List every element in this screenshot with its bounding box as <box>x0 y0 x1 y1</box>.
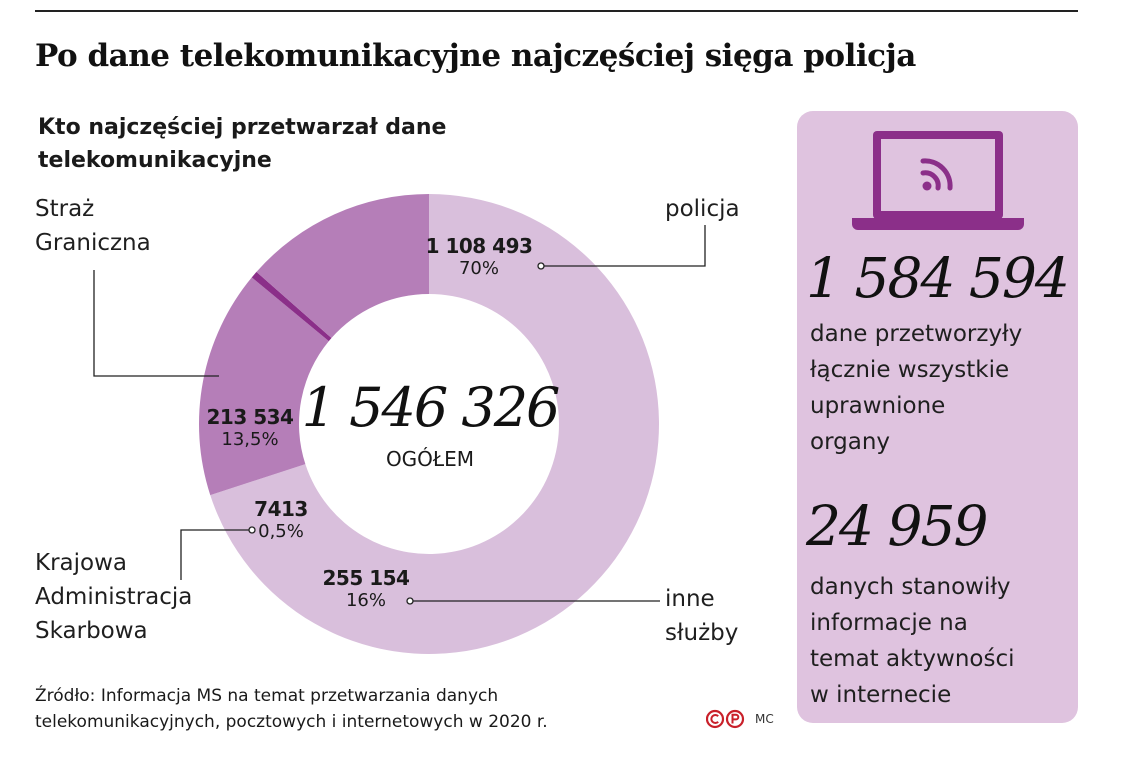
stat1-value: 1 584 594 <box>806 246 1070 310</box>
value-policja-number: 1 108 493 <box>425 234 533 258</box>
leader-straz <box>93 270 219 377</box>
stat2-line2: informacje na <box>810 610 968 636</box>
leader-kas <box>180 529 252 580</box>
stat1-line4: organy <box>810 429 891 455</box>
value-policja-percent: 70% <box>458 258 499 279</box>
total-label: OGÓŁEM <box>385 447 475 471</box>
stat1-line3: uprawnione <box>810 393 946 419</box>
value-inne-percent: 16% <box>345 590 386 611</box>
stat2-line1: danych stanowiły <box>810 574 1011 600</box>
leader-policja-dot <box>537 262 545 270</box>
label-kas-line2: Administracja <box>35 584 193 610</box>
leader-kas-dot <box>248 526 256 534</box>
source-note: Źródło: Informacja MS na temat przetwarz… <box>35 683 548 735</box>
label-policja: policja <box>665 196 740 222</box>
chart-title: Kto najczęściej przetwarzał dane telekom… <box>38 115 447 173</box>
copyright-icon <box>706 709 745 729</box>
leader-inne-dot <box>406 597 414 605</box>
stat1-description: dane przetworzyły łącznie wszystkie upra… <box>810 316 1070 460</box>
label-straz-line1: Straż <box>35 196 95 222</box>
label-inne-sluzby: inne służby <box>665 582 738 650</box>
stat2-description: danych stanowiły informacje na temat akt… <box>810 569 1070 713</box>
label-inne-line1: inne <box>665 586 715 612</box>
slice-inne-sluzby <box>199 277 329 496</box>
value-straz-percent: 13,5% <box>221 429 279 450</box>
value-straz-number: 213 534 <box>206 405 294 429</box>
page-title: Po dane telekomunikacyjne najczęściej si… <box>35 38 916 74</box>
value-kas: 7413 0,5% <box>229 497 333 543</box>
label-straz-line2: Graniczna <box>35 230 151 256</box>
laptop-rss-icon <box>852 131 1024 230</box>
top-rule <box>35 10 1078 12</box>
leader-policja <box>541 225 706 267</box>
total-value: 1 546 326 <box>301 376 561 439</box>
source-line2: telekomunikacyjnych, pocztowych i intern… <box>35 712 548 732</box>
slice-kas <box>251 271 332 342</box>
label-kas-line1: Krajowa <box>35 550 127 576</box>
donut-chart <box>93 194 706 654</box>
value-kas-percent: 0,5% <box>258 521 304 542</box>
label-straz-graniczna: Straż Graniczna <box>35 192 151 260</box>
value-policja: 1 108 493 70% <box>404 234 554 280</box>
stat2-line3: temat aktywności <box>810 646 1015 672</box>
value-kas-number: 7413 <box>254 497 308 521</box>
credit-initials: MC <box>755 712 774 726</box>
copyright-badge: MC <box>706 709 774 729</box>
value-inne: 255 154 16% <box>306 566 426 612</box>
stat1-line1: dane przetworzyły <box>810 321 1023 347</box>
source-line1: Źródło: Informacja MS na temat przetwarz… <box>35 686 499 706</box>
slice-policja <box>210 194 659 654</box>
label-kas: Krajowa Administracja Skarbowa <box>35 546 192 648</box>
value-inne-number: 255 154 <box>322 566 410 590</box>
slice-straz-graniczna <box>256 194 429 339</box>
stat2-line4: w internecie <box>810 682 952 708</box>
stat2-value: 24 959 <box>806 494 988 558</box>
label-inne-line2: służby <box>665 620 739 646</box>
value-straz: 213 534 13,5% <box>190 405 310 451</box>
stat1-line2: łącznie wszystkie <box>810 357 1010 383</box>
label-kas-line3: Skarbowa <box>35 618 148 644</box>
